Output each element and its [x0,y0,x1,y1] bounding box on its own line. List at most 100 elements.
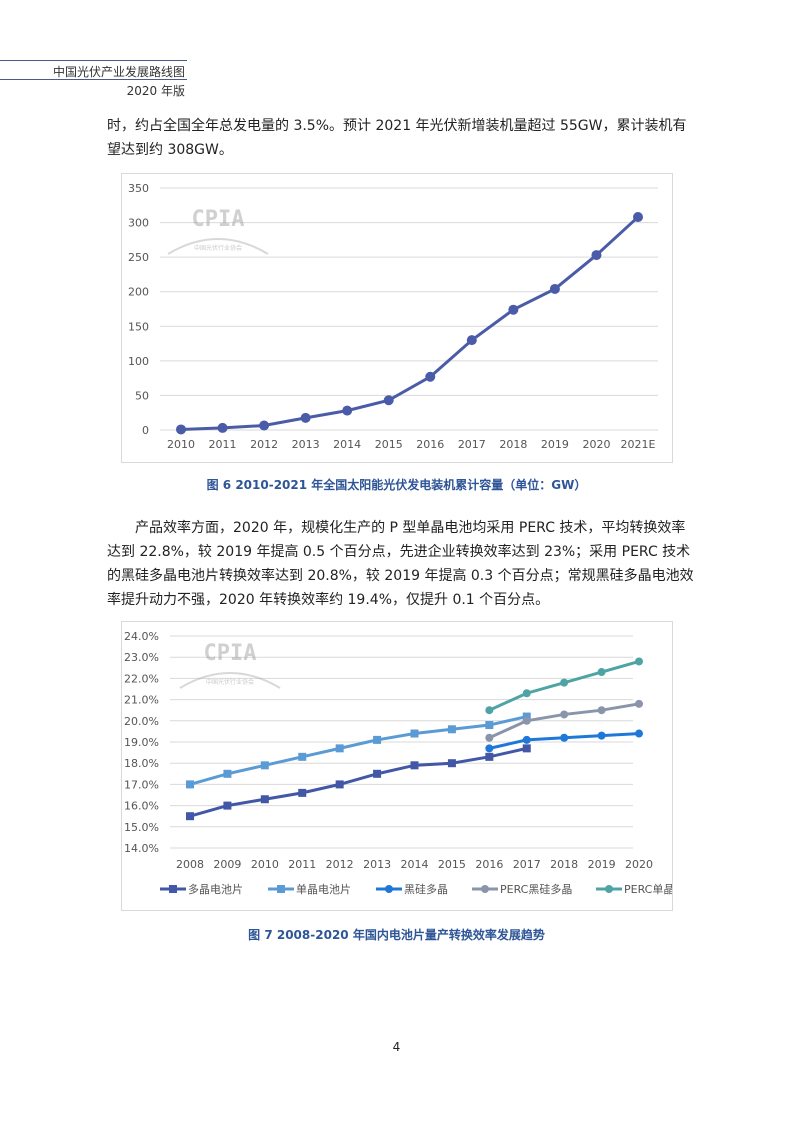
data-point [560,678,569,687]
chart-installed-capacity: 0 50 100 150 200 250 300 350 CPIA 中国光伏行业协会 2010 201… [121,173,673,463]
x-tick-label: 2020 [625,858,653,871]
chart-svg: 14.0% 15.0% 16.0% 17.0% 18.0% 19.0% 20.0% 21.0%… [124,630,672,896]
data-point [260,761,269,770]
data-point [485,744,494,753]
data-point [217,422,228,433]
data-point [300,412,311,423]
data-point [223,801,232,810]
y-tick-label: 0 [142,424,149,437]
y-tick-label: 50 [135,389,149,402]
legend-label-1: 多晶电池片 [188,882,243,896]
legend-marker [385,885,393,893]
header-rule-bottom [0,79,187,80]
x-tick-label: 2021E [621,438,656,451]
data-point [560,733,569,742]
data-point [597,668,606,677]
legend-marker [481,885,489,893]
chart-svg: 0 50 100 150 200 250 300 350 CPIA 中国光伏行业协会 2010 201… [128,182,658,451]
x-tick-label: 2010 [167,438,195,451]
x-tick-label: 2020 [582,438,610,451]
y-tick-label: 200 [128,286,149,299]
y-tick-label: 19.0% [124,736,159,749]
data-point [176,424,186,435]
header-rule-top [0,60,187,61]
x-tick-label: 2011 [209,438,237,451]
data-point [635,729,643,738]
y-tick-label: 350 [128,182,149,195]
data-point [373,735,382,744]
data-point [522,716,531,725]
data-point [260,795,269,804]
x-tick-label: 2013 [363,858,391,871]
data-point [485,733,494,742]
data-point [223,769,232,778]
svg-text:CPIA: CPIA [192,207,245,232]
y-tick-label: 15.0% [124,821,159,834]
x-tick-label: 2015 [375,438,403,451]
legend-marker [605,885,613,893]
y-tick-label: 250 [128,251,149,264]
x-tick-label: 2009 [213,858,241,871]
data-point [373,769,382,778]
series-line-1 [180,215,640,431]
svg-text:CPIA: CPIA [204,641,257,666]
data-point [508,304,519,315]
legend-label-4: PERC黑硅多晶 [500,882,572,896]
data-point [342,405,353,416]
paragraph-1: 时，约占全国全年总发电量的 3.5%。预计 2021 年光伏新增装机量超过 55… [107,118,687,158]
series-line-1 [189,746,528,818]
y-tick-label: 100 [128,355,149,368]
data-point [485,721,494,730]
legend-label-5: PERC单晶 [624,883,672,896]
legend-marker [169,885,177,893]
svg-text:中国光伏行业协会: 中国光伏行业协会 [194,244,242,252]
data-point [298,788,307,797]
x-tick-label: 2015 [438,858,466,871]
legend-label-3: 黑硅多晶 [404,882,448,896]
x-tick-label: 2018 [499,438,527,451]
data-point [447,725,456,734]
y-tick-label: 22.0% [124,672,159,685]
data-point [635,657,643,666]
page-number: 4 [392,1040,401,1054]
data-point [466,335,477,346]
y-tick-label: 150 [128,320,149,333]
x-tick-label: 2012 [326,858,354,871]
data-point [635,699,643,708]
x-tick-label: 2018 [550,858,578,871]
data-point [425,371,436,382]
data-point [186,812,194,821]
x-tick-label: 2016 [416,438,444,451]
y-tick-label: 17.0% [124,778,159,791]
x-tick-label: 2013 [292,438,320,451]
data-point [549,283,560,294]
data-point [597,706,606,715]
x-tick-label: 2014 [333,438,361,451]
x-tick-label: 2010 [251,858,279,871]
data-point [591,250,602,261]
data-point [522,735,531,744]
figure-7-caption: 图 7 2008-2020 年国内电池片量产转换效率发展趋势 [248,928,545,942]
data-point [447,759,456,768]
x-tick-label: 2014 [401,858,429,871]
watermark-logo: CPIA 中国光伏行业协会 [167,207,269,255]
header-title: 中国光伏产业发展路线图 [52,65,185,79]
data-point [560,710,569,719]
svg-text:中国光伏行业协会: 中国光伏行业协会 [206,678,254,686]
legend-marker [277,885,285,893]
data-point [485,706,494,715]
figure-6-caption: 图 6 2010-2021 年全国太阳能光伏发电装机累计容量（单位：GW） [206,478,587,492]
x-tick-label: 2017 [458,438,486,451]
x-tick-label: 2017 [513,858,541,871]
y-tick-label: 14.0% [124,842,159,855]
x-tick-label: 2019 [541,438,569,451]
paragraph-2: 产品效率方面，2020 年，规模化生产的 P 型单晶电池均采用 PERC 技术，… [107,520,694,608]
x-tick-label: 2019 [588,858,616,871]
watermark-logo: CPIA 中国光伏行业协会 [179,641,281,689]
data-point [522,712,531,721]
y-tick-label: 18.0% [124,757,159,770]
data-point [485,752,494,761]
data-point [335,744,344,753]
data-point [522,689,531,698]
